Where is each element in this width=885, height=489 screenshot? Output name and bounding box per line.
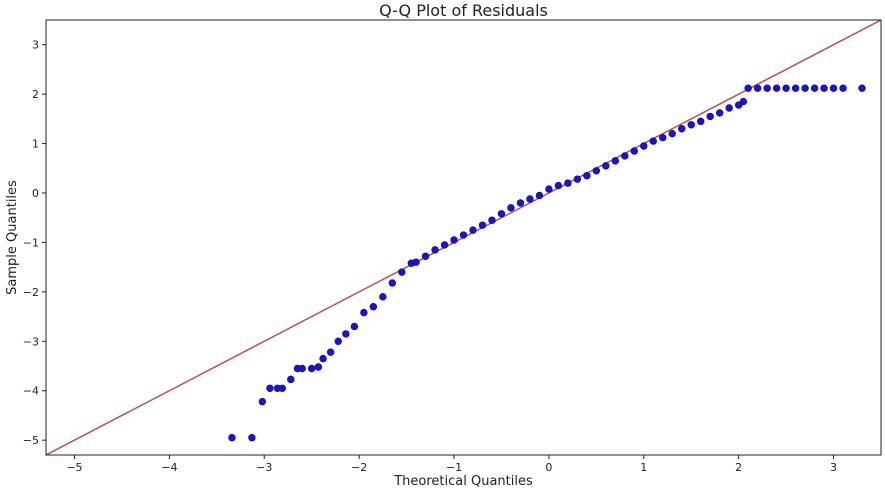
data-point	[488, 216, 496, 224]
data-point	[763, 84, 771, 92]
data-point	[706, 112, 714, 121]
x-tick-label: 2	[735, 461, 742, 474]
x-tick-label: −3	[256, 461, 272, 474]
chart-title: Q-Q Plot of Residuals	[379, 1, 548, 20]
y-tick-label: 0	[32, 187, 39, 200]
data-point	[516, 199, 525, 207]
x-tick-label: −2	[351, 461, 367, 474]
data-point	[379, 293, 387, 301]
x-tick-label: −1	[446, 461, 462, 474]
x-tick-label: −4	[161, 461, 177, 474]
y-tick-label: 1	[32, 138, 39, 151]
data-point	[298, 364, 306, 373]
data-point	[314, 363, 323, 371]
data-point	[725, 104, 733, 112]
data-point	[319, 354, 327, 363]
y-tick-label: 2	[32, 88, 39, 101]
data-point	[829, 84, 838, 92]
data-point	[469, 226, 477, 234]
data-point	[592, 167, 601, 175]
data-point	[545, 185, 553, 193]
data-point	[478, 221, 487, 229]
data-point	[421, 252, 430, 260]
data-point	[839, 84, 847, 92]
y-tick-label: −5	[23, 434, 39, 447]
axes: −5 −4 −3 −2 −1 0 1 2 3 −5 −4 −3 −2 −1 0 1 2 3	[23, 19, 882, 474]
data-point	[369, 303, 378, 311]
data-point	[753, 84, 762, 92]
data-point	[326, 348, 335, 356]
data-point	[611, 157, 620, 165]
data-point	[412, 258, 420, 266]
data-point	[342, 330, 350, 338]
data-point	[810, 84, 819, 92]
plot-frame	[45, 19, 882, 456]
data-point	[228, 433, 236, 442]
x-tick-label: −5	[66, 461, 82, 474]
data-point	[697, 117, 705, 126]
y-tick-label: −2	[23, 286, 39, 299]
data-point	[564, 179, 572, 187]
data-point	[440, 241, 449, 249]
data-point	[687, 121, 695, 129]
data-point	[583, 172, 591, 180]
y-tick-label: −4	[23, 385, 39, 398]
data-point	[258, 397, 267, 406]
data-point	[554, 181, 563, 190]
data-point	[388, 279, 397, 287]
x-axis-title: Theoretical Quantiles	[393, 474, 533, 489]
plot-area	[46, 20, 881, 455]
data-point	[858, 84, 866, 92]
data-point	[715, 109, 724, 117]
data-point	[307, 364, 316, 373]
data-point	[739, 97, 748, 106]
y-tick-label: −1	[23, 236, 39, 249]
data-point	[782, 84, 790, 92]
data-point	[744, 84, 752, 92]
x-tick-label: 1	[640, 461, 647, 474]
y-axis-title: Sample Quantiles	[5, 180, 20, 295]
data-point	[266, 384, 274, 392]
data-point	[621, 152, 629, 160]
data-point	[801, 84, 809, 92]
data-point	[497, 210, 506, 218]
data-point	[350, 322, 359, 331]
plot-contents	[46, 20, 881, 455]
data-point	[535, 191, 544, 200]
data-point	[659, 133, 667, 142]
data-point	[459, 231, 468, 239]
data-point	[649, 137, 657, 145]
data-point	[450, 236, 458, 244]
data-point	[678, 125, 686, 133]
y-tick-label: −3	[23, 335, 39, 348]
data-point	[526, 195, 534, 203]
data-point	[791, 84, 800, 92]
data-point	[630, 147, 638, 155]
data-point	[278, 384, 286, 392]
data-point	[431, 246, 439, 254]
x-tick-label: 3	[830, 461, 837, 474]
data-point	[287, 375, 295, 384]
data-point	[640, 142, 648, 150]
data-point	[334, 337, 342, 346]
data-point	[507, 204, 515, 212]
data-point	[602, 162, 610, 170]
data-point	[248, 433, 256, 442]
x-tick-label: 0	[545, 461, 552, 474]
data-point	[820, 84, 828, 92]
data-point	[573, 175, 582, 183]
data-point	[360, 308, 368, 317]
data-point	[398, 268, 406, 276]
y-tick-label: 3	[32, 39, 39, 52]
data-point	[668, 129, 676, 138]
data-point	[772, 84, 781, 92]
